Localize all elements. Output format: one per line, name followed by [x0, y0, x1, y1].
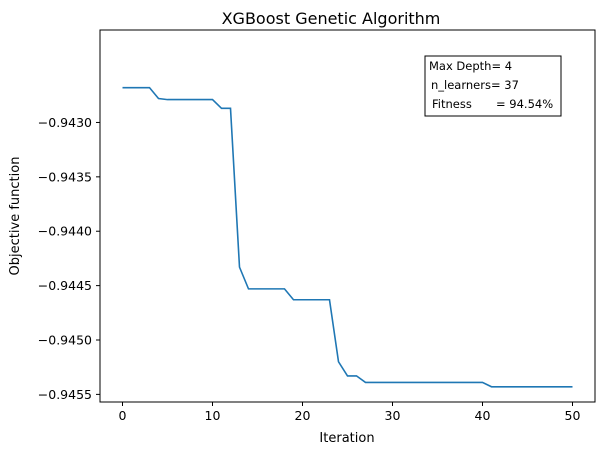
- ann-n-learners-label: n_learners: [431, 78, 491, 92]
- annotation-frame: [424, 55, 562, 117]
- y-axis: −0.9430 −0.9435 −0.9440 −0.9445 −0.9450 −0.94…: [38, 115, 100, 402]
- y-tick-label: −0.9440: [38, 224, 92, 239]
- ann-fitness-value: 94.54%: [509, 97, 553, 111]
- y-tick-label: −0.9450: [38, 333, 92, 348]
- x-tick-label: 30: [385, 408, 401, 423]
- y-tick-label: −0.9455: [38, 387, 92, 402]
- x-tick-label: 10: [205, 408, 221, 423]
- x-tick-label: 50: [565, 408, 581, 423]
- y-tick-label: −0.9445: [38, 278, 92, 293]
- svg-text:n_learners= 37: n_learners= 37: [431, 78, 519, 92]
- chart-title: XGBoost Genetic Algorithm: [222, 9, 441, 28]
- objective-series-line: [122, 86, 573, 388]
- plot-frame: [99, 29, 596, 403]
- ann-max-depth-value: 4: [505, 59, 512, 73]
- y-tick-label: −0.9435: [38, 169, 92, 184]
- x-tick-label: 20: [295, 408, 311, 423]
- ann-max-depth-label: Max Depth: [429, 59, 491, 73]
- ann-fitness-label: Fitness: [432, 97, 472, 111]
- x-tick-label: 40: [475, 408, 491, 423]
- ann-n-learners-sep: =: [491, 78, 504, 92]
- svg-text:Max Depth= 4: Max Depth= 4: [429, 59, 512, 73]
- y-axis-label: Objective function: [8, 157, 23, 276]
- annotation-box: Max Depth= 4 n_learners= 37 Fitness = 94…: [424, 55, 562, 117]
- ann-n-learners-value: 37: [504, 78, 519, 92]
- x-axis-label: Iteration: [319, 431, 374, 446]
- x-tick-label: 0: [119, 408, 127, 423]
- x-axis: 0 10 20 30 40 50: [119, 402, 581, 423]
- ann-max-depth-sep: =: [491, 59, 504, 73]
- y-tick-label: −0.9430: [38, 115, 92, 130]
- plot-area: 0 10 20 30 40 50 −0.9430 −0.9435 −0.9440 −0.9445…: [38, 29, 596, 423]
- ann-fitness-sep: =: [496, 97, 509, 111]
- svg-text:= 94.54%: = 94.54%: [496, 97, 553, 111]
